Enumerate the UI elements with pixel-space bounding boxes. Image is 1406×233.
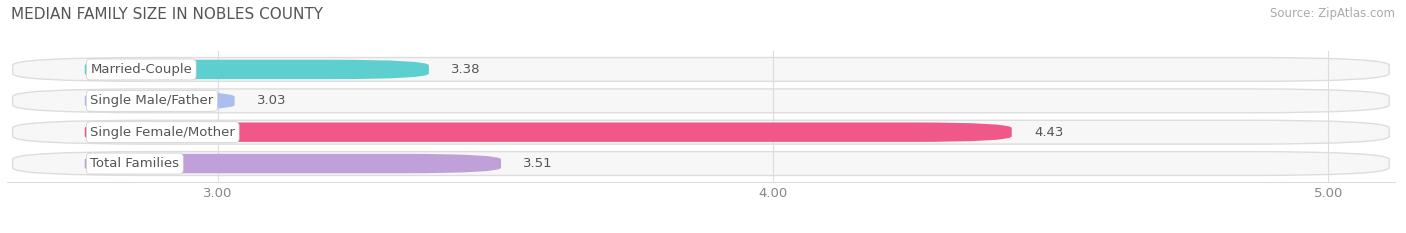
Text: 3.03: 3.03 <box>257 94 287 107</box>
Text: Total Families: Total Families <box>90 157 180 170</box>
FancyBboxPatch shape <box>13 152 1389 175</box>
Text: 3.38: 3.38 <box>451 63 481 76</box>
Text: MEDIAN FAMILY SIZE IN NOBLES COUNTY: MEDIAN FAMILY SIZE IN NOBLES COUNTY <box>11 7 323 22</box>
FancyBboxPatch shape <box>13 89 1389 113</box>
Text: 3.51: 3.51 <box>523 157 553 170</box>
FancyBboxPatch shape <box>84 60 429 79</box>
Text: 4.43: 4.43 <box>1033 126 1063 139</box>
FancyBboxPatch shape <box>13 120 1389 144</box>
FancyBboxPatch shape <box>84 154 501 173</box>
FancyBboxPatch shape <box>84 91 235 110</box>
Text: Single Male/Father: Single Male/Father <box>90 94 214 107</box>
Text: Source: ZipAtlas.com: Source: ZipAtlas.com <box>1270 7 1395 20</box>
FancyBboxPatch shape <box>13 58 1389 81</box>
Text: Single Female/Mother: Single Female/Mother <box>90 126 235 139</box>
FancyBboxPatch shape <box>84 123 1012 142</box>
Text: Married-Couple: Married-Couple <box>90 63 193 76</box>
